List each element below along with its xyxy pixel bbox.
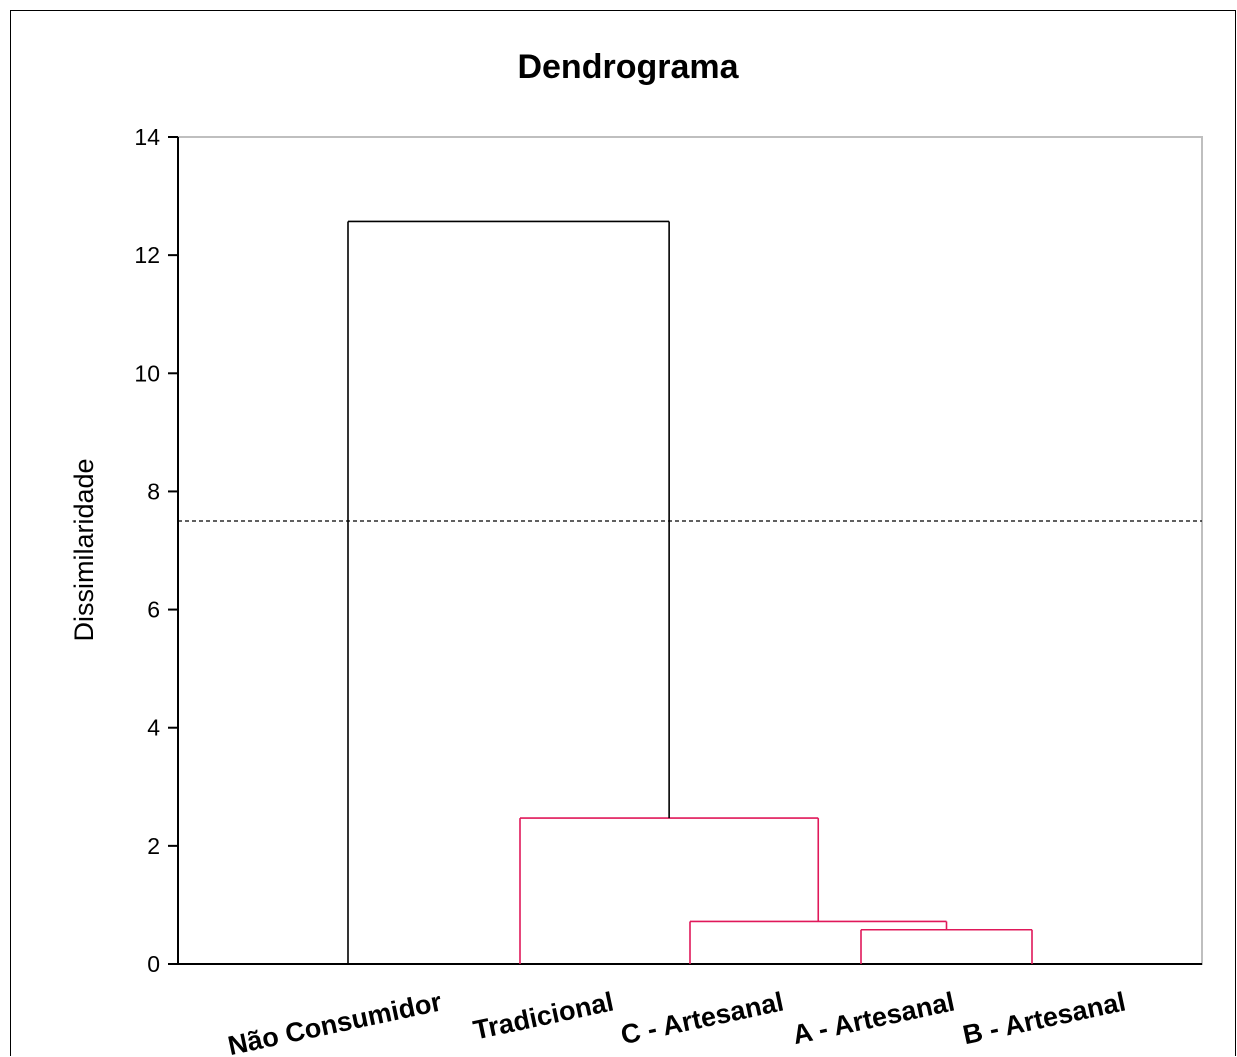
- chart-title: Dendrograma: [517, 48, 739, 86]
- x-category-label: A - Artesanal: [790, 987, 957, 1051]
- y-tick-label: 0: [147, 951, 160, 977]
- plot-area: [177, 136, 1203, 965]
- y-axis-label: Dissimilaridade: [69, 458, 99, 641]
- chart-frame: [10, 10, 1236, 1056]
- x-category-label: Não Consumidor: [225, 986, 444, 1057]
- y-tick-label: 8: [147, 478, 160, 504]
- y-tick-label: 14: [134, 124, 160, 150]
- x-category-label: C - Artesanal: [618, 987, 786, 1051]
- y-tick-label: 12: [134, 242, 160, 268]
- chart-marks: 0 2 4 6 8 10 12 14 Não Consumidor Tradicional C - …: [134, 124, 1202, 1057]
- y-tick-label: 2: [147, 833, 160, 859]
- y-tick-label: 6: [147, 597, 160, 623]
- x-category-label: Tradicional: [471, 987, 617, 1046]
- x-category-label: B - Artesanal: [960, 987, 1128, 1051]
- y-tick-label: 10: [134, 360, 160, 386]
- y-tick-label: 4: [147, 715, 160, 741]
